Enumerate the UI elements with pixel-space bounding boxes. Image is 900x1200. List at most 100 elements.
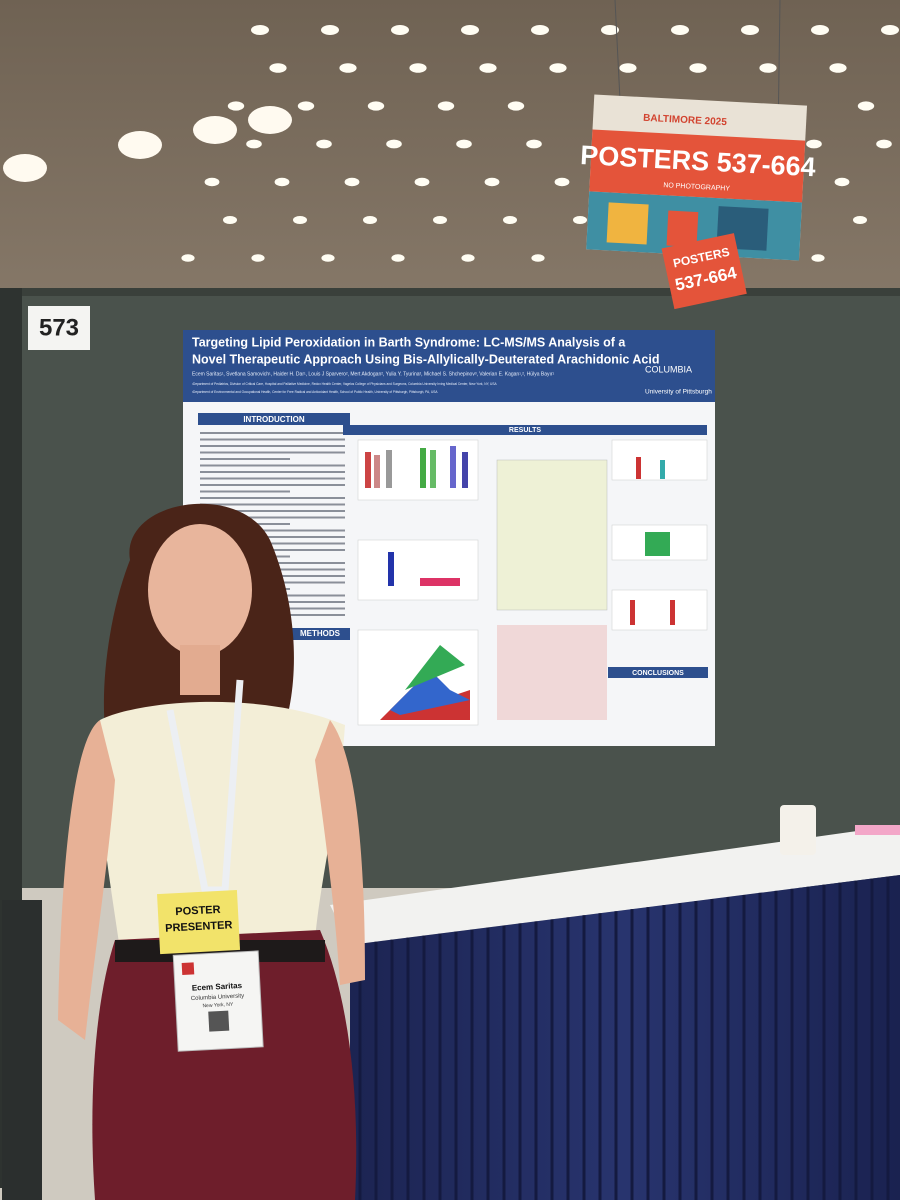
ceiling-light [251,254,265,262]
section-header [608,667,708,678]
neck [180,645,220,695]
poster-affiliation: ²Department of Environmental and Occupat… [192,390,438,394]
pendant-light [118,131,162,159]
text-line [200,516,345,519]
text-line [200,445,345,447]
ceiling-light [857,101,875,111]
ceiling-light [671,25,689,35]
ceiling-light [297,101,315,111]
badge-name: Ecem Saritas [192,981,243,993]
ceiling-light [293,216,307,224]
badge-logo [181,962,195,975]
ceiling-light [316,139,332,149]
text-line [200,432,345,434]
ceiling-light [367,101,385,111]
ceiling-light [689,63,707,73]
ceiling-light [806,139,822,149]
ceiling-light [829,63,847,73]
booth-number: 573 [39,314,79,341]
lanyard [166,679,244,894]
text-line [200,458,290,460]
poster-title: Targeting Lipid Peroxidation in Barth Sy… [192,335,626,349]
right-arm [315,720,365,985]
ceiling-light [363,216,377,224]
logo-pittsburgh: University of Pittsburgh [645,389,712,396]
text-line [200,477,345,480]
ceiling-light [461,254,475,262]
face [148,524,252,656]
poster-title: Novel Therapeutic Approach Using Bis-All… [192,352,659,366]
ceiling-light [251,25,269,35]
left-arm [58,720,115,1040]
pendant-light [193,116,237,144]
section-title: CONCLUSIONS [632,670,684,677]
section-title: INTRODUCTION [243,415,305,424]
ceiling-light [461,25,479,35]
text-line [200,484,345,486]
ceiling-light [181,254,195,262]
ceiling-light [456,139,472,149]
table-top [330,825,900,945]
ceiling-light [437,101,455,111]
ceiling-light [321,25,339,35]
text-line [200,471,345,473]
ceiling-light [811,254,825,262]
hanging-sign: BALTIMORE 2025 POSTERS 537-664 NO PHOTOG… [580,94,816,261]
ceiling-light [227,101,245,111]
ceiling-light [409,63,427,73]
ceiling-lights [3,25,899,300]
poster-header [183,330,715,402]
text-line [200,503,345,506]
ceiling-light [386,139,402,149]
ceiling-light [246,139,262,149]
text-line [200,451,345,454]
sign-note: NO PHOTOGRAPHY [663,182,730,193]
logo-columbia: COLUMBIA [645,364,692,374]
ceiling-light [531,254,545,262]
ceiling-light [834,177,850,187]
pendant-light [3,154,47,182]
board-frame [0,288,900,296]
ceiling-light [484,177,500,187]
ceiling-light [531,25,549,35]
ceiling-light [344,177,360,187]
text-line [200,510,345,512]
poster: Targeting Lipid Peroxidation in Barth Sy… [183,330,715,746]
ceiling-light [759,63,777,73]
badge-role: PRESENTER [165,919,233,935]
section-header [198,413,350,425]
ceiling-light [526,139,542,149]
section-title: METHODS [300,629,341,638]
text-line [200,438,345,441]
text-line [200,542,345,545]
ceiling-light [339,63,357,73]
sign-header: BALTIMORE 2025 [643,113,728,128]
badge-card [172,950,264,1052]
badge-ribbon [157,889,241,955]
ceiling-light [554,177,570,187]
pendant-light [248,106,292,134]
ceiling-light [853,216,867,224]
pink-paper [855,825,900,835]
results-figures [357,439,708,726]
badge-institution: Columbia University [191,993,245,1002]
text-line [200,497,345,499]
booth-number-card [28,306,90,350]
text-line [200,536,345,538]
trousers [92,930,357,1200]
sign-band [589,129,806,203]
ceiling-light [811,25,829,35]
text-line [200,490,290,493]
ceiling-light [479,63,497,73]
text-line [200,529,345,532]
ceiling-light [269,63,287,73]
ceiling-light [503,216,517,224]
small-sign: POSTERS 537-664 [661,233,747,310]
sign-panel [661,233,747,310]
top [99,701,345,950]
ceiling-light [741,25,759,35]
badge-qr [208,1010,230,1032]
ceiling-light [601,25,619,35]
section-title: RESULTS [509,427,541,434]
